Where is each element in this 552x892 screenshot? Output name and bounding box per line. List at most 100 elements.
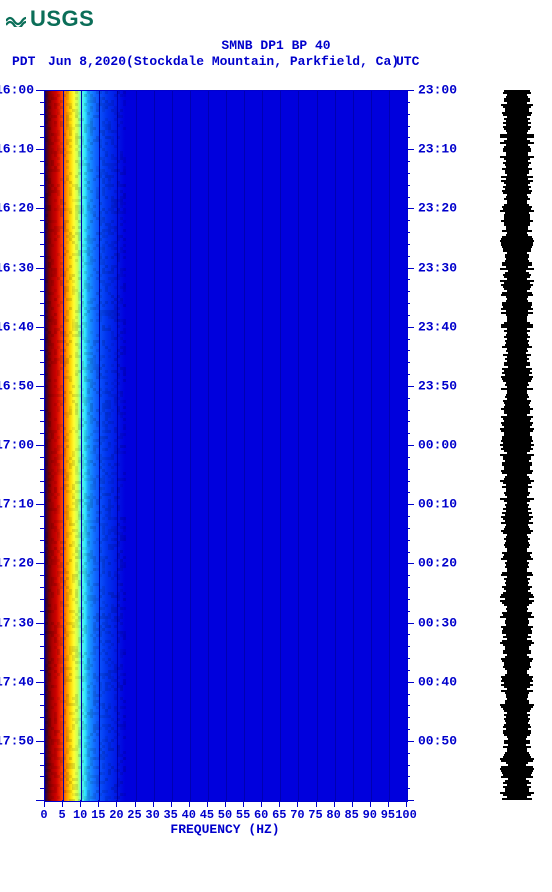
right-tick-minor — [406, 256, 410, 257]
right-tick-minor — [406, 492, 410, 493]
plot-area: 16:0016:1016:2016:3016:4016:5017:0017:10… — [0, 90, 552, 860]
grid-line — [81, 91, 82, 801]
x-tick — [352, 800, 353, 807]
left-tick-minor — [40, 670, 44, 671]
right-time-label: 23:50 — [418, 378, 457, 393]
right-tick-major — [406, 563, 414, 564]
right-time-label: 23:10 — [418, 142, 457, 157]
right-tick-major — [406, 386, 414, 387]
left-tick-minor — [40, 220, 44, 221]
x-tick — [261, 800, 262, 807]
x-tick-label: 15 — [91, 808, 105, 822]
right-tick-minor — [406, 634, 410, 635]
right-time-label: 23:20 — [418, 201, 457, 216]
right-tick-major — [406, 682, 414, 683]
right-time-axis: 23:0023:1023:2023:3023:4023:5000:0000:10… — [406, 90, 466, 800]
left-tick-minor — [40, 611, 44, 612]
left-time-label: 16:10 — [0, 142, 34, 157]
left-tick-minor — [40, 587, 44, 588]
right-tick-minor — [406, 303, 410, 304]
grid-line — [208, 91, 209, 801]
right-tick-minor — [406, 587, 410, 588]
grid-line — [280, 91, 281, 801]
x-tick-label: 40 — [182, 808, 196, 822]
x-tick — [98, 800, 99, 807]
left-tick-major — [36, 445, 44, 446]
left-tick-minor — [40, 492, 44, 493]
right-tick-minor — [406, 291, 410, 292]
left-time-label: 16:00 — [0, 83, 34, 98]
left-tick-minor — [40, 540, 44, 541]
right-tick-minor — [406, 137, 410, 138]
left-tick-minor — [40, 232, 44, 233]
right-tick-minor — [406, 410, 410, 411]
utc-label: UTC — [396, 54, 419, 69]
x-tick — [116, 800, 117, 807]
left-tick-major — [36, 90, 44, 91]
grid-line — [353, 91, 354, 801]
x-tick-label: 75 — [308, 808, 322, 822]
x-tick — [406, 800, 407, 807]
right-tick-minor — [406, 244, 410, 245]
left-tick-minor — [40, 350, 44, 351]
left-tick-major — [36, 623, 44, 624]
right-tick-major — [406, 268, 414, 269]
x-tick-label: 55 — [236, 808, 250, 822]
left-tick-minor — [40, 433, 44, 434]
grid-line — [317, 91, 318, 801]
x-tick-label: 30 — [145, 808, 159, 822]
right-tick-major — [406, 800, 414, 801]
x-tick-label: 95 — [381, 808, 395, 822]
x-tick — [62, 800, 63, 807]
right-tick-major — [406, 208, 414, 209]
left-tick-major — [36, 682, 44, 683]
x-tick-label: 45 — [200, 808, 214, 822]
left-tick-minor — [40, 694, 44, 695]
left-time-label: 17:20 — [0, 556, 34, 571]
right-tick-minor — [406, 528, 410, 529]
right-tick-minor — [406, 658, 410, 659]
right-time-label: 23:00 — [418, 83, 457, 98]
x-tick — [388, 800, 389, 807]
grid-line — [298, 91, 299, 801]
x-tick-label: 80 — [326, 808, 340, 822]
right-tick-minor — [406, 670, 410, 671]
right-tick-minor — [406, 362, 410, 363]
x-axis-title: FREQUENCY (HZ) — [44, 822, 406, 837]
right-time-label: 00:20 — [418, 556, 457, 571]
left-time-label: 17:40 — [0, 674, 34, 689]
left-time-label: 16:40 — [0, 319, 34, 334]
x-tick — [189, 800, 190, 807]
left-tick-minor — [40, 339, 44, 340]
right-tick-major — [406, 623, 414, 624]
wave-icon — [6, 11, 26, 27]
x-tick-label: 65 — [272, 808, 286, 822]
left-time-label: 17:50 — [0, 733, 34, 748]
left-tick-minor — [40, 161, 44, 162]
left-tick-major — [36, 800, 44, 801]
left-tick-minor — [40, 528, 44, 529]
right-tick-minor — [406, 765, 410, 766]
grid-line — [154, 91, 155, 801]
x-tick — [207, 800, 208, 807]
left-tick-minor — [40, 599, 44, 600]
grid-line — [389, 91, 390, 801]
right-tick-minor — [406, 374, 410, 375]
x-tick-label: 10 — [73, 808, 87, 822]
right-tick-minor — [406, 279, 410, 280]
frequency-axis: FREQUENCY (HZ) 0510152025303540455055606… — [44, 800, 406, 840]
grid-line — [335, 91, 336, 801]
left-time-label: 17:30 — [0, 615, 34, 630]
grid-line — [172, 91, 173, 801]
right-tick-minor — [406, 753, 410, 754]
x-tick — [334, 800, 335, 807]
left-time-label: 16:50 — [0, 378, 34, 393]
x-tick-label: 25 — [127, 808, 141, 822]
x-tick — [44, 800, 45, 807]
left-tick-minor — [40, 575, 44, 576]
x-tick-label: 0 — [40, 808, 47, 822]
left-tick-minor — [40, 729, 44, 730]
left-tick-minor — [40, 634, 44, 635]
right-tick-minor — [406, 398, 410, 399]
left-time-label: 16:20 — [0, 201, 34, 216]
